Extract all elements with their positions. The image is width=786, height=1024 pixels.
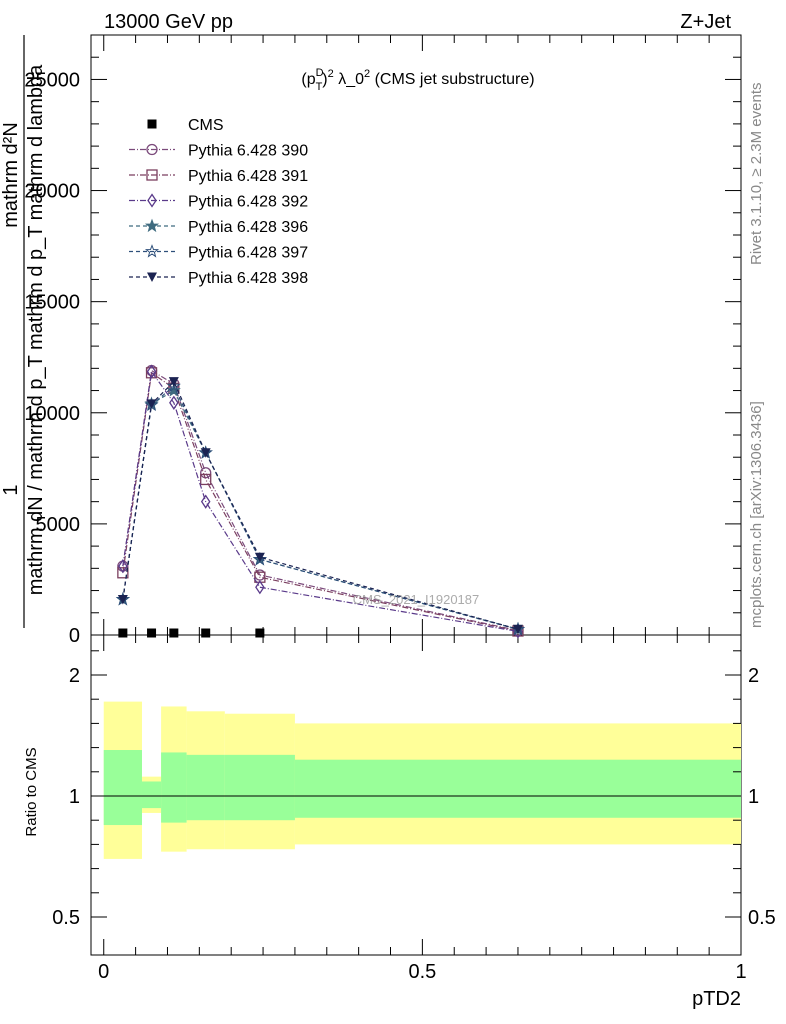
data-marker: [117, 567, 129, 579]
main-y-axis-label: 1 mathrm dN / mathrm d p_T mathrm d p_T m…: [0, 35, 47, 628]
y-label-denominator: mathrm dN / mathrm d p_T mathrm d p_T ma…: [25, 64, 47, 595]
legend-entry-label: CMS: [188, 117, 224, 134]
plot-title-part: 2: [364, 68, 370, 80]
data-marker: [144, 244, 160, 258]
ratio-band-inner-bin: [224, 754, 295, 821]
x-tick-label: 0: [98, 961, 109, 983]
plot-title-part: D: [316, 67, 324, 79]
data-marker: [147, 272, 157, 282]
data-marker: [147, 119, 157, 129]
y-tick-label: 10000: [24, 403, 80, 425]
ratio-band-inner-bin: [141, 781, 162, 809]
data-marker: [166, 383, 181, 397]
data-marker: [512, 624, 523, 635]
energy-label: 13000 GeV pp: [104, 11, 233, 33]
plot-title: (pD T)2 λ_02 (CMS jet substructure): [301, 67, 534, 93]
rivet-version-label: Rivet 3.1.10, ≥ 2.3M events: [748, 83, 765, 266]
ratio-band-inner: [103, 750, 741, 826]
ratio-y-tick-label-right: 2: [748, 665, 759, 687]
ratio-band-inner-bin: [161, 752, 187, 823]
y-tick-label: 5000: [36, 514, 81, 536]
y-label-numerator: 1: [0, 484, 22, 495]
data-marker: [254, 552, 265, 563]
data-marker: [118, 558, 128, 574]
mcplots-label: mcplots.cern.ch [arXiv:1306.3436]: [748, 401, 765, 628]
data-marker: [200, 473, 212, 486]
legend-entry-label: Pythia 6.428 391: [188, 168, 308, 185]
x-tick-label: 1: [735, 961, 746, 983]
data-marker: [118, 628, 128, 638]
ratio-y-axis: 0.5 0.5 1 1 2 2: [52, 650, 776, 929]
series-group: [115, 364, 526, 639]
legend-entry-label: Pythia 6.428 397: [188, 245, 308, 262]
ratio-band-inner-bin: [186, 754, 225, 821]
data-marker: [168, 377, 179, 387]
plot-title-part: (p: [301, 71, 315, 88]
x-axis-label: pTD2: [692, 988, 741, 1010]
data-marker: [147, 193, 157, 208]
plot-title-part: (CMS jet substructure): [370, 71, 534, 88]
ratio-band-inner-bin: [103, 750, 142, 826]
x-tick-label: 0.5: [408, 961, 436, 983]
plot-title-part: λ_0: [334, 71, 364, 88]
data-marker: [147, 628, 157, 638]
legend-entry-label: Pythia 6.428 396: [188, 219, 308, 236]
data-marker: [201, 628, 211, 638]
plot-title-part: 2: [328, 68, 334, 80]
ratio-y-tick-label: 0.5: [52, 907, 80, 929]
data-marker: [146, 143, 158, 156]
ratio-band-inner-bin: [294, 759, 741, 818]
y-tick-label: 15000: [24, 292, 80, 314]
data-marker: [117, 594, 128, 605]
plot-title-part: T: [316, 81, 323, 93]
y-tick-label: 0: [69, 625, 80, 647]
legend-entry-label: Pythia 6.428 398: [188, 270, 308, 287]
data-marker: [146, 364, 157, 379]
ratio-y-tick-label-right: 1: [748, 786, 759, 808]
series-line: [122, 371, 519, 632]
main-y-axis: 0 5000 10000 15000 20000 25000: [24, 34, 741, 647]
data-marker: [200, 467, 212, 479]
data-marker: [146, 169, 158, 181]
data-marker: [169, 628, 179, 638]
data-marker: [144, 218, 160, 233]
data-marker: [255, 628, 265, 638]
data-marker: [200, 448, 211, 458]
series-pythia-6-428-398: [117, 377, 523, 635]
ratio-y-axis-label: Ratio to CMS: [23, 747, 40, 836]
legend: CMS Pythia 6.428 390 Pythia 6.428 391 Pythi…: [129, 117, 308, 287]
ratio-y-tick-label: 2: [69, 665, 80, 687]
plot-title-part: ): [322, 71, 327, 88]
process-label: Z+Jet: [680, 11, 731, 33]
y-label-second-part: mathrm d²N: [0, 122, 22, 228]
legend-entry-label: Pythia 6.428 390: [188, 143, 308, 160]
y-tick-label: 20000: [24, 181, 80, 203]
x-axis: 0 0.5 1: [98, 35, 747, 983]
ratio-y-tick-label: 1: [69, 786, 80, 808]
legend-entry-label: Pythia 6.428 392: [188, 194, 308, 211]
data-marker: [146, 399, 157, 409]
data-marker: [169, 395, 179, 410]
ratio-y-tick-label-right: 0.5: [748, 907, 776, 929]
data-marker: [166, 378, 181, 393]
analysis-watermark: CMS_2021_I1920187: [353, 592, 480, 607]
series-line: [122, 369, 519, 632]
data-marker: [200, 494, 211, 509]
y-tick-label: 25000: [24, 69, 80, 91]
series-line: [122, 370, 519, 633]
data-marker: [255, 580, 265, 595]
series-cms: [118, 628, 265, 638]
series-line: [122, 380, 519, 630]
